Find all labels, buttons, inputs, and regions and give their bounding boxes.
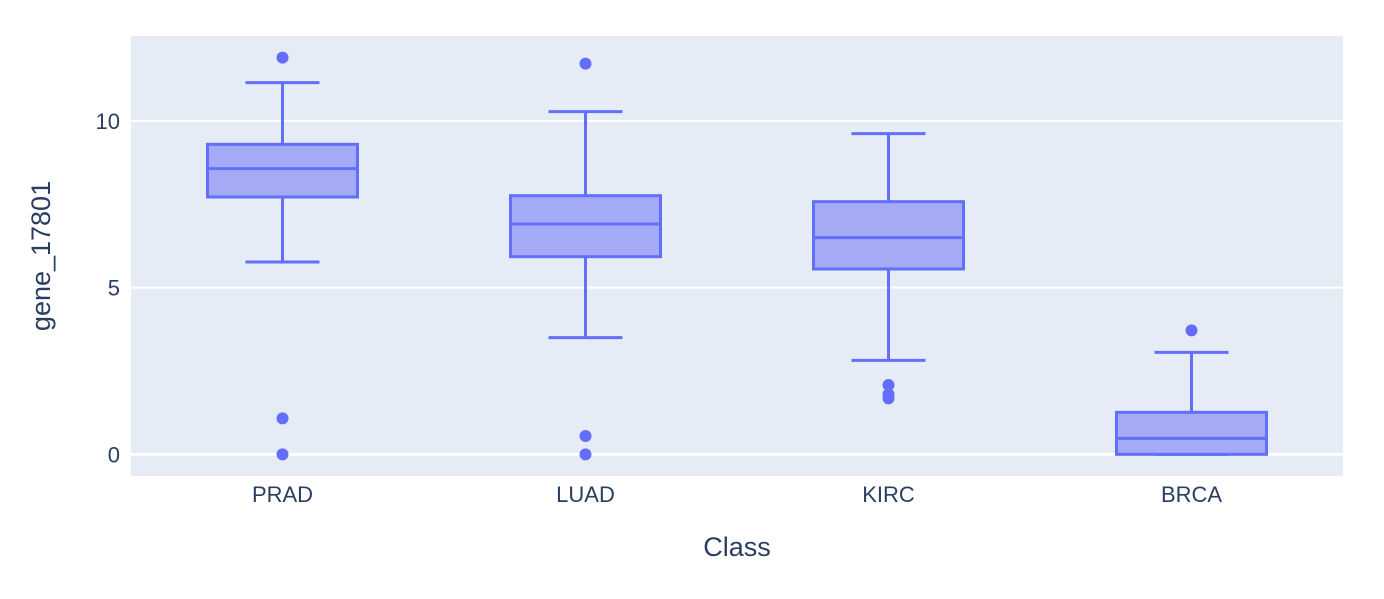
y-axis-ticks: 0 5 10 — [96, 109, 120, 467]
y-tick-label: 5 — [108, 276, 120, 301]
y-axis-title: gene_17801 — [26, 181, 56, 331]
box-brca — [1115, 324, 1268, 456]
box-prad — [206, 51, 359, 461]
plot-area — [131, 36, 1343, 476]
iqr-box — [206, 142, 359, 199]
x-axis-ticks: PRAD LUAD KIRC BRCA — [252, 482, 1222, 507]
box-luad — [509, 57, 662, 461]
iqr-box — [812, 200, 965, 271]
outlier-point — [276, 51, 289, 64]
y-tick-label: 10 — [96, 109, 120, 134]
iqr-box — [1115, 410, 1268, 456]
outlier-point — [276, 448, 289, 461]
iqr-box — [509, 194, 662, 259]
outlier-point — [579, 430, 592, 442]
x-axis-title: Class — [703, 532, 771, 562]
outlier-point — [1185, 324, 1198, 337]
x-tick-label: PRAD — [252, 482, 313, 507]
x-tick-label: KIRC — [862, 482, 915, 507]
outlier-point — [882, 392, 895, 405]
x-tick-label: BRCA — [1161, 482, 1222, 507]
outlier-point — [882, 379, 895, 391]
box-series — [206, 51, 1268, 461]
outlier-point — [579, 448, 592, 461]
outlier-point — [276, 412, 289, 425]
outlier-point — [579, 57, 592, 70]
y-tick-label: 0 — [108, 442, 120, 467]
x-tick-label: LUAD — [556, 482, 615, 507]
box-kirc — [812, 132, 965, 405]
